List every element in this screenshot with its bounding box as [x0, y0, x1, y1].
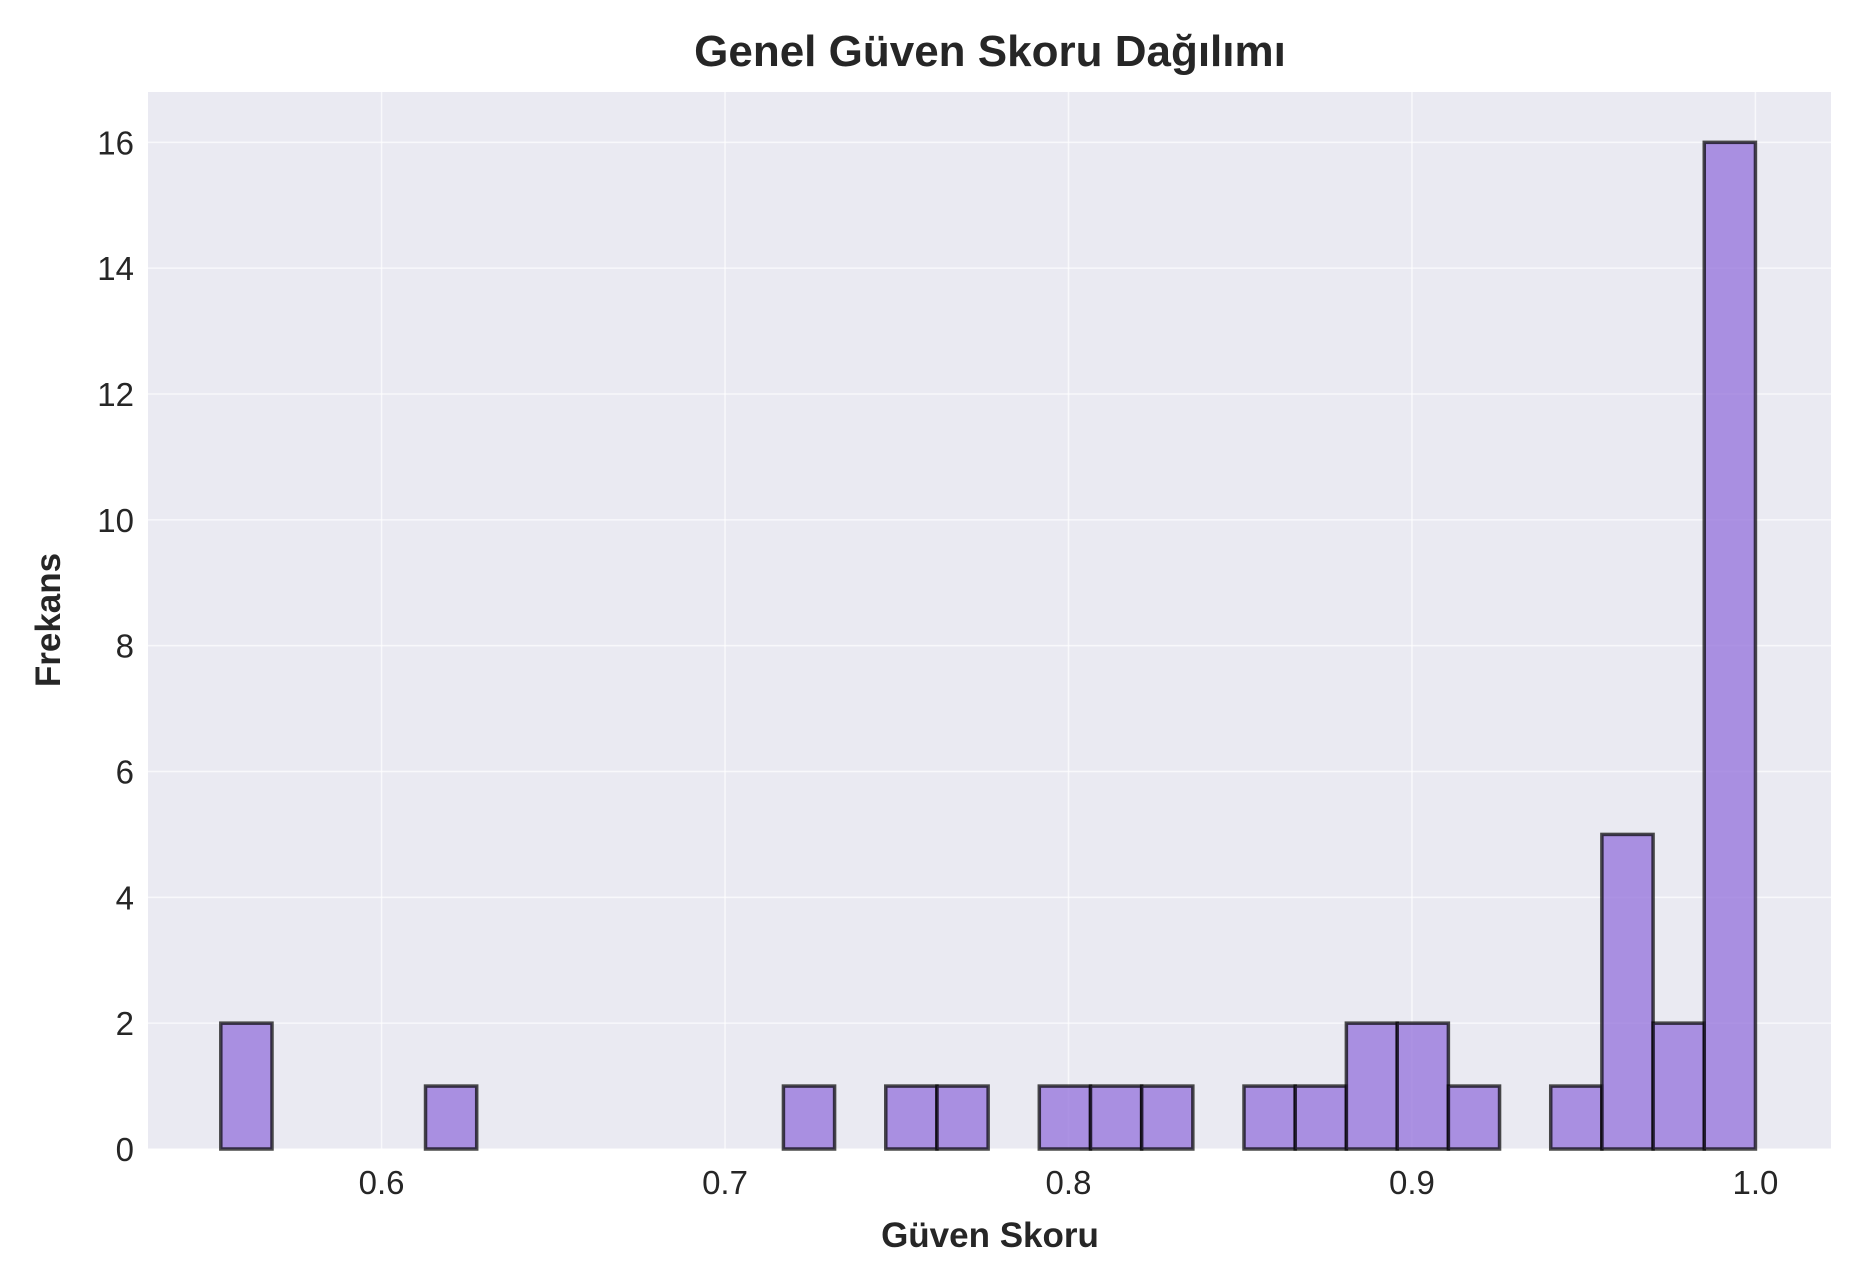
- histogram-bar: [1446, 1084, 1502, 1151]
- histogram-bar: [1088, 1084, 1144, 1151]
- y-tick-label: 12: [97, 376, 134, 413]
- histogram-bar: [1344, 1021, 1399, 1151]
- histogram-bar: [884, 1084, 939, 1151]
- plot-area: [148, 92, 1831, 1149]
- y-axis-label: Frekans: [29, 553, 68, 687]
- x-tick-label: 0.6: [359, 1164, 405, 1201]
- y-tick-label: 2: [116, 1005, 134, 1042]
- histogram-bar: [1242, 1084, 1297, 1151]
- histogram-bar: [1293, 1084, 1349, 1151]
- y-tick-label: 14: [97, 250, 134, 287]
- histogram-bar: [1548, 1084, 1604, 1151]
- histogram-bar: [781, 1084, 837, 1151]
- histogram-bar: [219, 1021, 274, 1151]
- histogram-bar: [1651, 1021, 1707, 1151]
- y-tick-label: 8: [116, 628, 134, 665]
- histogram-bar: [1037, 1084, 1093, 1151]
- x-tick-label: 1.0: [1732, 1164, 1778, 1201]
- x-tick-label: 0.8: [1046, 1164, 1092, 1201]
- histogram-bar: [423, 1084, 479, 1151]
- histogram-bar: [1395, 1021, 1451, 1151]
- histogram-bar: [1139, 1084, 1195, 1151]
- x-axis-ticks: 0.6 0.7 0.8 0.9 1.0: [359, 1164, 1779, 1201]
- histogram-bars: [219, 140, 1758, 1151]
- y-tick-label: 10: [97, 502, 134, 539]
- y-tick-label: 4: [116, 879, 134, 916]
- chart-title: Genel Güven Skoru Dağılımı: [694, 27, 1286, 76]
- histogram-bar: [935, 1084, 990, 1151]
- y-axis-ticks: 0 2 4 6 8 10 12 14 16: [97, 124, 134, 1168]
- y-tick-label: 6: [116, 754, 134, 791]
- y-tick-label: 16: [97, 124, 134, 161]
- histogram-bar: [1600, 832, 1655, 1151]
- histogram-bar: [1702, 140, 1758, 1151]
- x-tick-label: 0.9: [1389, 1164, 1435, 1201]
- x-axis-label: Güven Skoru: [881, 1216, 1099, 1255]
- x-tick-label: 0.7: [702, 1164, 748, 1201]
- y-tick-label: 0: [116, 1131, 134, 1168]
